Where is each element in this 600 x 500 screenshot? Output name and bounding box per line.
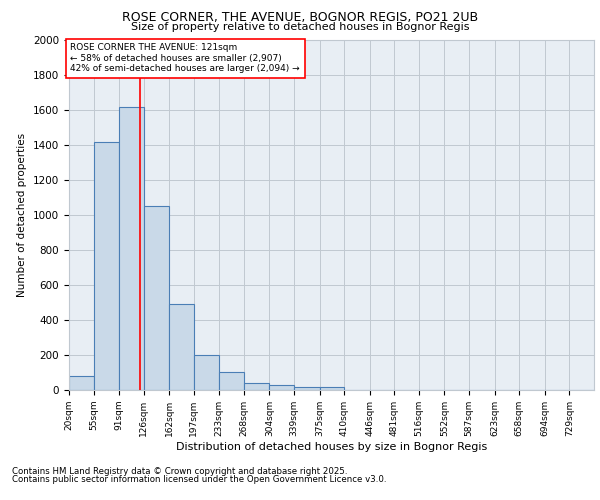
Bar: [269, 385, 294, 390]
Text: ROSE CORNER THE AVENUE: 121sqm
← 58% of detached houses are smaller (2,907)
42% : ROSE CORNER THE AVENUE: 121sqm ← 58% of …: [70, 44, 300, 74]
Bar: [320, 386, 344, 390]
Bar: [94, 142, 119, 390]
Text: Contains public sector information licensed under the Open Government Licence v3: Contains public sector information licen…: [12, 475, 386, 484]
Bar: [119, 106, 144, 390]
Text: Contains HM Land Registry data © Crown copyright and database right 2025.: Contains HM Land Registry data © Crown c…: [12, 467, 347, 476]
Bar: [69, 376, 94, 390]
Bar: [220, 372, 244, 390]
Bar: [194, 355, 220, 390]
Text: Size of property relative to detached houses in Bognor Regis: Size of property relative to detached ho…: [131, 22, 469, 32]
Bar: [144, 206, 169, 390]
X-axis label: Distribution of detached houses by size in Bognor Regis: Distribution of detached houses by size …: [176, 442, 487, 452]
Bar: [244, 383, 269, 390]
Bar: [169, 304, 194, 390]
Bar: [294, 386, 320, 390]
Text: ROSE CORNER, THE AVENUE, BOGNOR REGIS, PO21 2UB: ROSE CORNER, THE AVENUE, BOGNOR REGIS, P…: [122, 11, 478, 24]
Y-axis label: Number of detached properties: Number of detached properties: [17, 133, 28, 297]
